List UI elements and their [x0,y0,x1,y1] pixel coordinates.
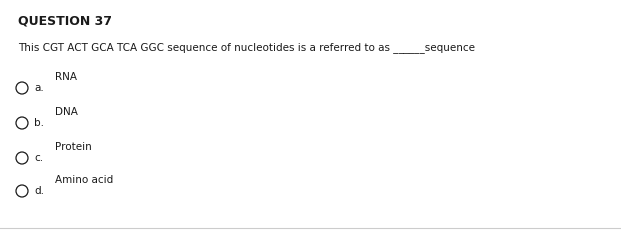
Text: QUESTION 37: QUESTION 37 [18,14,112,27]
Text: b.: b. [34,118,44,128]
Text: DNA: DNA [55,107,78,117]
Text: d.: d. [34,186,44,196]
Text: RNA: RNA [55,72,77,82]
Text: Protein: Protein [55,142,92,152]
Text: Amino acid: Amino acid [55,175,113,185]
Text: This CGT ACT GCA TCA GGC sequence of nucleotides is a referred to as ______seque: This CGT ACT GCA TCA GGC sequence of nuc… [18,42,475,53]
Text: c.: c. [34,153,43,163]
Text: a.: a. [34,83,43,93]
